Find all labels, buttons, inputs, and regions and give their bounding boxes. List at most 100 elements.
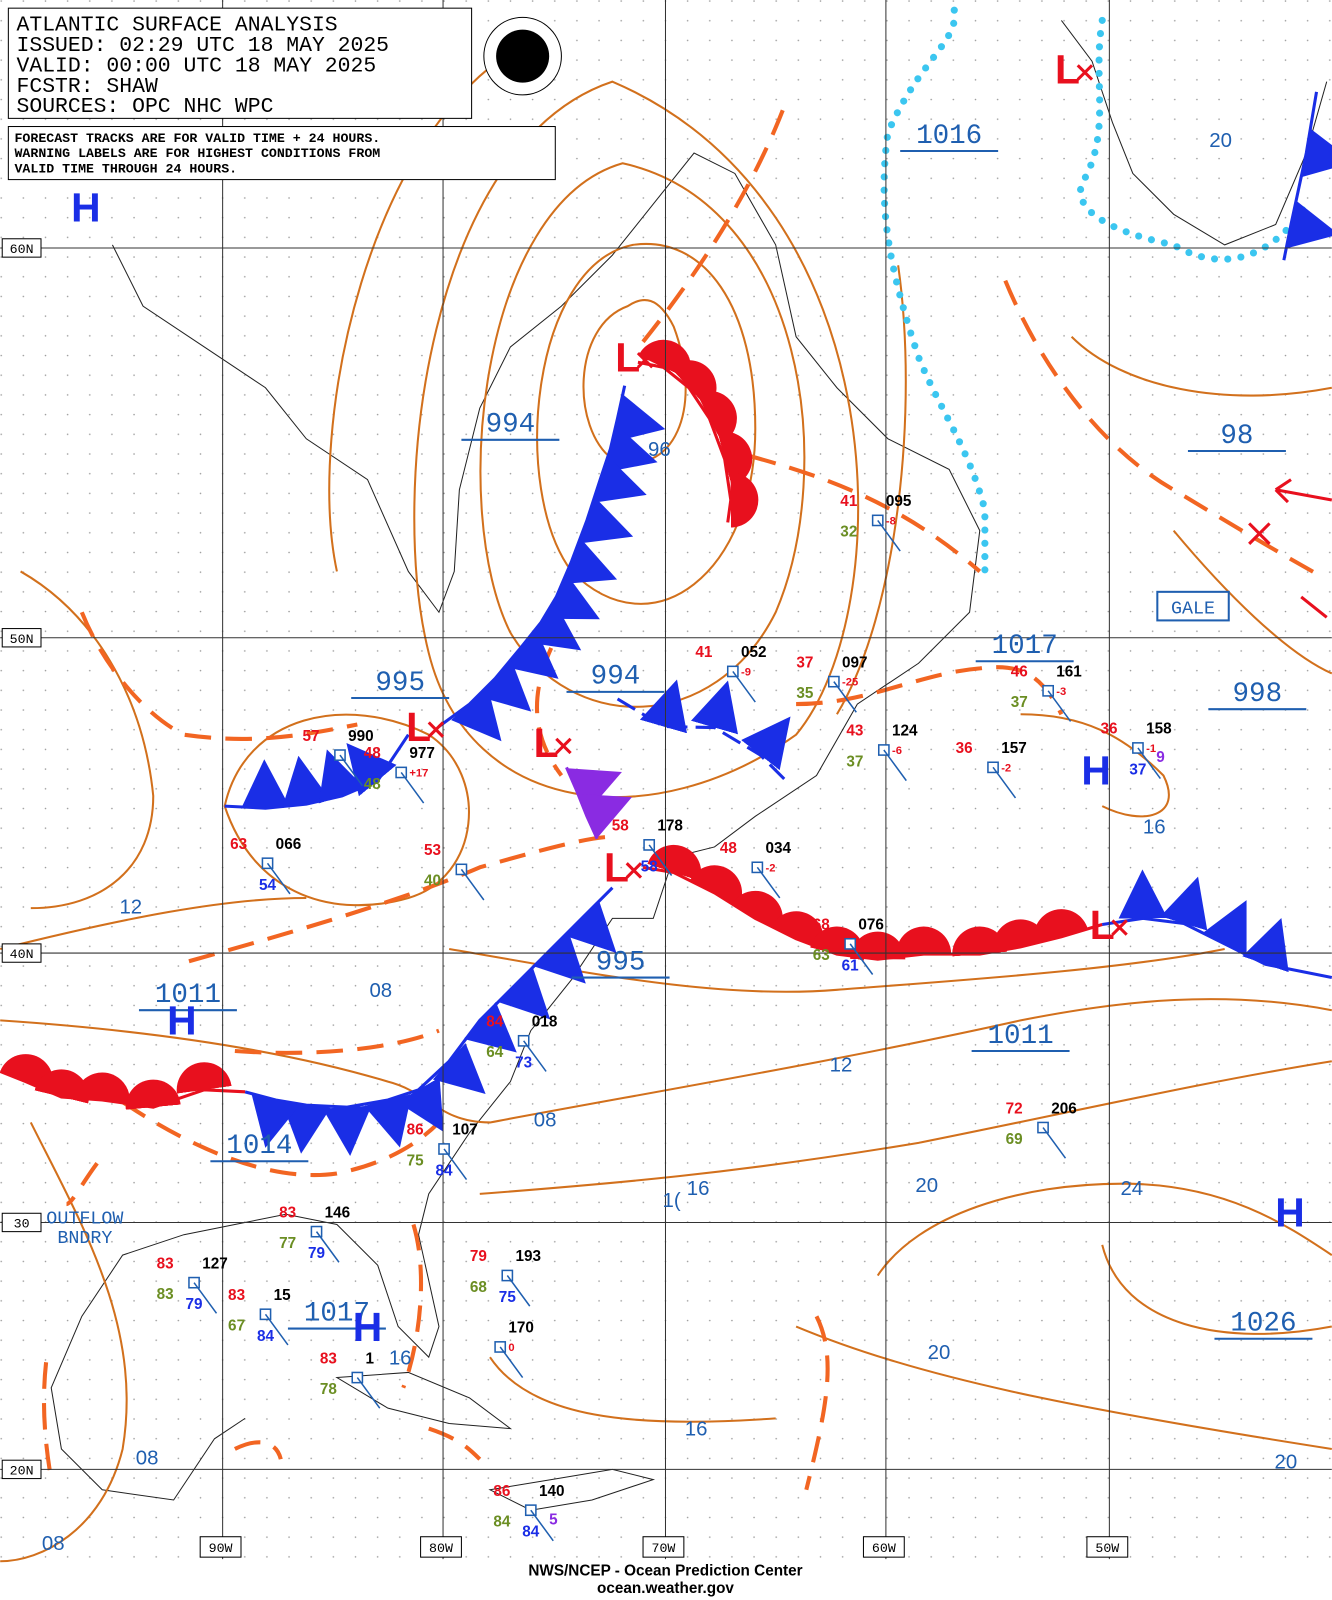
station-marker [517, 1034, 530, 1047]
wind-barb [193, 1282, 218, 1314]
central-pressure: 995 [375, 668, 425, 699]
isobar-label: 1( [663, 1190, 681, 1212]
station-temp: 48 [364, 745, 382, 762]
note-line: WARNING LABELS ARE FOR HIGHEST CONDITION… [14, 146, 380, 161]
central-pressure: 1011 [988, 1021, 1054, 1052]
station-pressure: 066 [276, 836, 302, 853]
station-temp: 58 [612, 818, 630, 835]
station-temp: 68 [813, 917, 831, 934]
station-tendency: -1 [1146, 743, 1156, 755]
station-tendency: -2 [1001, 762, 1011, 774]
station-temp: 53 [424, 842, 441, 859]
station-tendency: -2 [765, 862, 775, 874]
station-pressure: 097 [842, 654, 868, 671]
station-dewpoint: 75 [407, 1152, 425, 1169]
station-sst: 75 [499, 1289, 517, 1306]
latitude-label: 30 [14, 1217, 30, 1232]
longitude-label-box [862, 1536, 905, 1558]
station-temp: 83 [320, 1350, 337, 1367]
header-sources: SOURCES: OPC NHC WPC [17, 95, 274, 119]
longitude-label: 60W [872, 1541, 896, 1556]
low-center-x [625, 862, 643, 879]
station-pressure: 095 [886, 493, 912, 510]
station-dewpoint: 63 [813, 947, 830, 964]
station-pressure: 977 [409, 745, 435, 762]
station-temp: 72 [1006, 1100, 1023, 1117]
isobar-label: 20 [928, 1342, 951, 1364]
station-sst: 84 [436, 1163, 454, 1180]
station-sst: 84 [522, 1524, 540, 1541]
isobar-label: 08 [369, 980, 392, 1002]
header-title: ATLANTIC SURFACE ANALYSIS [17, 14, 338, 38]
station-visibility: 5 [549, 1511, 558, 1528]
central-pressure: 1011 [155, 980, 221, 1011]
station-visibility: 9 [1156, 749, 1165, 766]
note-line: VALID TIME THROUGH 24 HOURS. [14, 161, 237, 176]
central-pressure: 994 [591, 662, 641, 693]
isobar-label: 20 [915, 1175, 938, 1197]
low-center: L [406, 704, 431, 750]
station-pressure: 107 [452, 1122, 478, 1139]
longitude-label: 50W [1095, 1541, 1119, 1556]
station-temp: 86 [493, 1483, 510, 1500]
latitude-label-box [1, 1212, 42, 1233]
station-tendency: -8 [886, 515, 896, 527]
ice-edge [880, 6, 1310, 586]
central-pressure: 1017 [992, 631, 1058, 662]
station-temp: 83 [157, 1255, 174, 1272]
station-dewpoint: 84 [493, 1514, 511, 1531]
wind-barb [443, 1148, 468, 1181]
longitude-label-box [1086, 1536, 1129, 1558]
latitude-label: 40N [10, 947, 34, 962]
station-temp: 41 [840, 493, 858, 510]
isobar-label: 24 [1120, 1178, 1143, 1200]
high-center: H [71, 184, 100, 230]
station-sst: 84 [257, 1328, 275, 1345]
central-pressure: 994 [486, 410, 536, 441]
longitude-label: 90W [209, 1541, 233, 1556]
latitude-label-box [1, 943, 42, 963]
station-sst: 58 [641, 858, 659, 875]
isobar-label: 16 [1143, 817, 1166, 839]
station-pressure: 034 [765, 840, 791, 857]
wind-barb [266, 862, 291, 895]
station-marker [1037, 1121, 1049, 1134]
note-box [7, 126, 556, 181]
header-forecaster: FCSTR: SHAW [17, 75, 158, 99]
latitude-label: 50N [10, 632, 34, 647]
station-temp: 57 [303, 728, 320, 745]
station-dewpoint: 78 [320, 1381, 338, 1398]
central-pressure: 98 [1220, 421, 1253, 452]
noaa-logo-center [496, 29, 550, 83]
wind-barb [1042, 1127, 1067, 1159]
station-marker [494, 1341, 507, 1353]
low-center-x [427, 721, 445, 738]
isobar-label: 08 [136, 1447, 159, 1469]
station-pressure: 170 [508, 1320, 534, 1337]
fronts [0, 91, 1332, 1157]
station-temp: 37 [796, 654, 813, 671]
wind-barb [1137, 747, 1162, 780]
station-dewpoint: 35 [796, 685, 814, 702]
low-center: L [534, 720, 559, 766]
low-center-x [1111, 919, 1128, 936]
isobar-label: 20 [1275, 1451, 1298, 1473]
station-dewpoint: 37 [1011, 694, 1028, 711]
station-temp: 83 [279, 1204, 296, 1221]
station-dewpoint: 64 [486, 1044, 504, 1061]
station-pressure: 15 [274, 1287, 292, 1304]
station-dewpoint: 48 [364, 776, 382, 793]
wind-barb [877, 519, 901, 552]
central-pressure: 995 [596, 947, 646, 978]
station-marker [259, 1308, 272, 1321]
high-center: H [167, 998, 196, 1044]
station-tendency: -25 [842, 677, 858, 689]
longitude-label: 80W [429, 1541, 453, 1556]
boundary-label: BNDRY [57, 1228, 112, 1249]
footer-credit: NWS/NCEP - Ocean Prediction Center [528, 1563, 802, 1580]
station-pressure: 018 [532, 1014, 558, 1031]
station-pressure: 140 [539, 1483, 565, 1500]
station-sst: 73 [515, 1054, 532, 1071]
low-center: L [604, 845, 629, 891]
